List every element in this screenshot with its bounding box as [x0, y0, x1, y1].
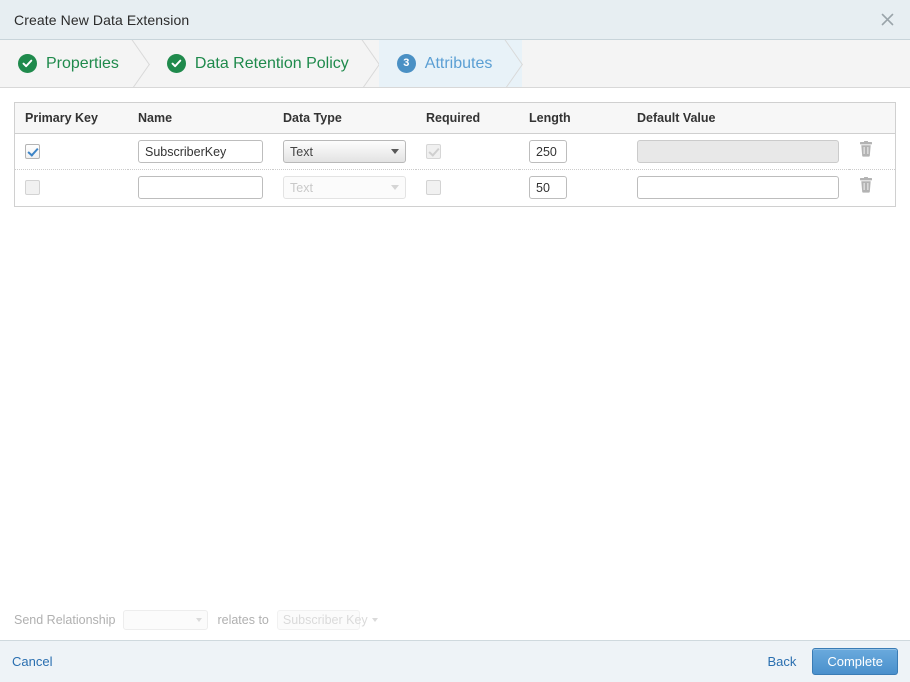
step-number-badge: 3: [396, 54, 416, 73]
column-header-default-value: Default Value: [627, 103, 849, 134]
cancel-link[interactable]: Cancel: [12, 654, 53, 669]
cell-required: [416, 169, 519, 206]
cell-primary-key: [15, 134, 128, 170]
chevron-separator-icon: [354, 40, 380, 87]
check-circle-icon: [166, 54, 186, 73]
cell-data-type: Text: [273, 169, 416, 206]
attribute-name-input[interactable]: [138, 176, 263, 200]
data-type-value: Text: [290, 180, 313, 195]
send-relationship-row: Send Relationship relates to Subscriber …: [14, 610, 378, 630]
attribute-name-input[interactable]: [138, 140, 263, 163]
cell-default-value: [627, 134, 849, 170]
cell-name: [128, 134, 273, 170]
table-row: Text: [15, 169, 895, 206]
column-header-required: Required: [416, 103, 519, 134]
table-body: Text: [15, 134, 895, 206]
send-relationship-source-select: [123, 610, 209, 630]
required-checkbox: [426, 143, 441, 159]
cell-data-type: Text: [273, 134, 416, 170]
wizard-steps: Properties Data Retention Policy 3 Attri…: [0, 40, 910, 88]
data-type-select[interactable]: Text: [283, 140, 406, 163]
delete-row-icon[interactable]: [859, 141, 873, 157]
step-label-data-retention-policy: Data Retention Policy: [194, 54, 349, 72]
cell-default-value: [627, 169, 849, 206]
length-input[interactable]: [529, 176, 567, 200]
column-header-primary-key: Primary Key: [15, 103, 128, 134]
table-row: Text: [15, 134, 895, 170]
cell-length: [519, 169, 627, 206]
cell-actions: [849, 134, 895, 170]
default-value-input: [637, 140, 839, 163]
send-relationship-label: Send Relationship: [14, 613, 116, 627]
dialog-footer: Cancel Back Complete: [0, 640, 910, 682]
cell-required: [416, 134, 519, 170]
dialog-title: Create New Data Extension: [14, 11, 190, 28]
cell-primary-key: [15, 169, 128, 206]
step-label-attributes: Attributes: [424, 54, 493, 72]
step-properties[interactable]: Properties: [0, 40, 149, 87]
check-circle-icon: [18, 54, 37, 73]
step-label-properties: Properties: [46, 54, 119, 72]
send-relationship-target-value: Subscriber Key: [282, 613, 368, 627]
dialog-titlebar: Create New Data Extension: [0, 0, 910, 40]
column-header-name: Name: [128, 103, 273, 134]
chevron-down-icon: [371, 618, 378, 622]
chevron-separator-icon: [497, 40, 523, 87]
step-data-retention-policy[interactable]: Data Retention Policy: [149, 40, 379, 87]
relates-to-label: relates to: [217, 613, 269, 627]
column-header-length: Length: [519, 103, 627, 134]
close-icon[interactable]: [874, 7, 900, 33]
cell-actions: [849, 169, 895, 206]
default-value-input[interactable]: [637, 176, 839, 200]
send-relationship-target-select: Subscriber Key: [276, 610, 378, 630]
complete-button[interactable]: Complete: [812, 648, 898, 675]
cell-name: [128, 169, 273, 206]
delete-row-icon[interactable]: [859, 177, 873, 193]
chevron-down-icon: [391, 149, 399, 154]
column-header-data-type: Data Type: [273, 103, 416, 134]
column-header-actions: [849, 103, 895, 134]
chevron-separator-icon: [124, 40, 150, 87]
chevron-down-icon: [391, 185, 399, 191]
data-type-select: Text: [283, 176, 406, 200]
primary-key-checkbox[interactable]: [25, 143, 40, 159]
attributes-table: Primary Key Name Data Type Required Leng…: [15, 103, 895, 206]
back-link[interactable]: Back: [767, 654, 797, 669]
step-attributes[interactable]: 3 Attributes: [378, 40, 523, 87]
data-type-value: Text: [290, 144, 313, 159]
main-content: Primary Key Name Data Type Required Leng…: [0, 88, 910, 640]
step-number: 3: [403, 57, 410, 69]
chevron-down-icon: [196, 618, 203, 622]
primary-key-checkbox[interactable]: [25, 180, 40, 196]
length-input[interactable]: [529, 140, 567, 163]
cell-length: [519, 134, 627, 170]
required-checkbox: [426, 180, 441, 196]
table-header: Primary Key Name Data Type Required Leng…: [15, 103, 895, 134]
table-header-row: Primary Key Name Data Type Required Leng…: [15, 103, 895, 134]
attributes-table-container: Primary Key Name Data Type Required Leng…: [14, 102, 896, 207]
